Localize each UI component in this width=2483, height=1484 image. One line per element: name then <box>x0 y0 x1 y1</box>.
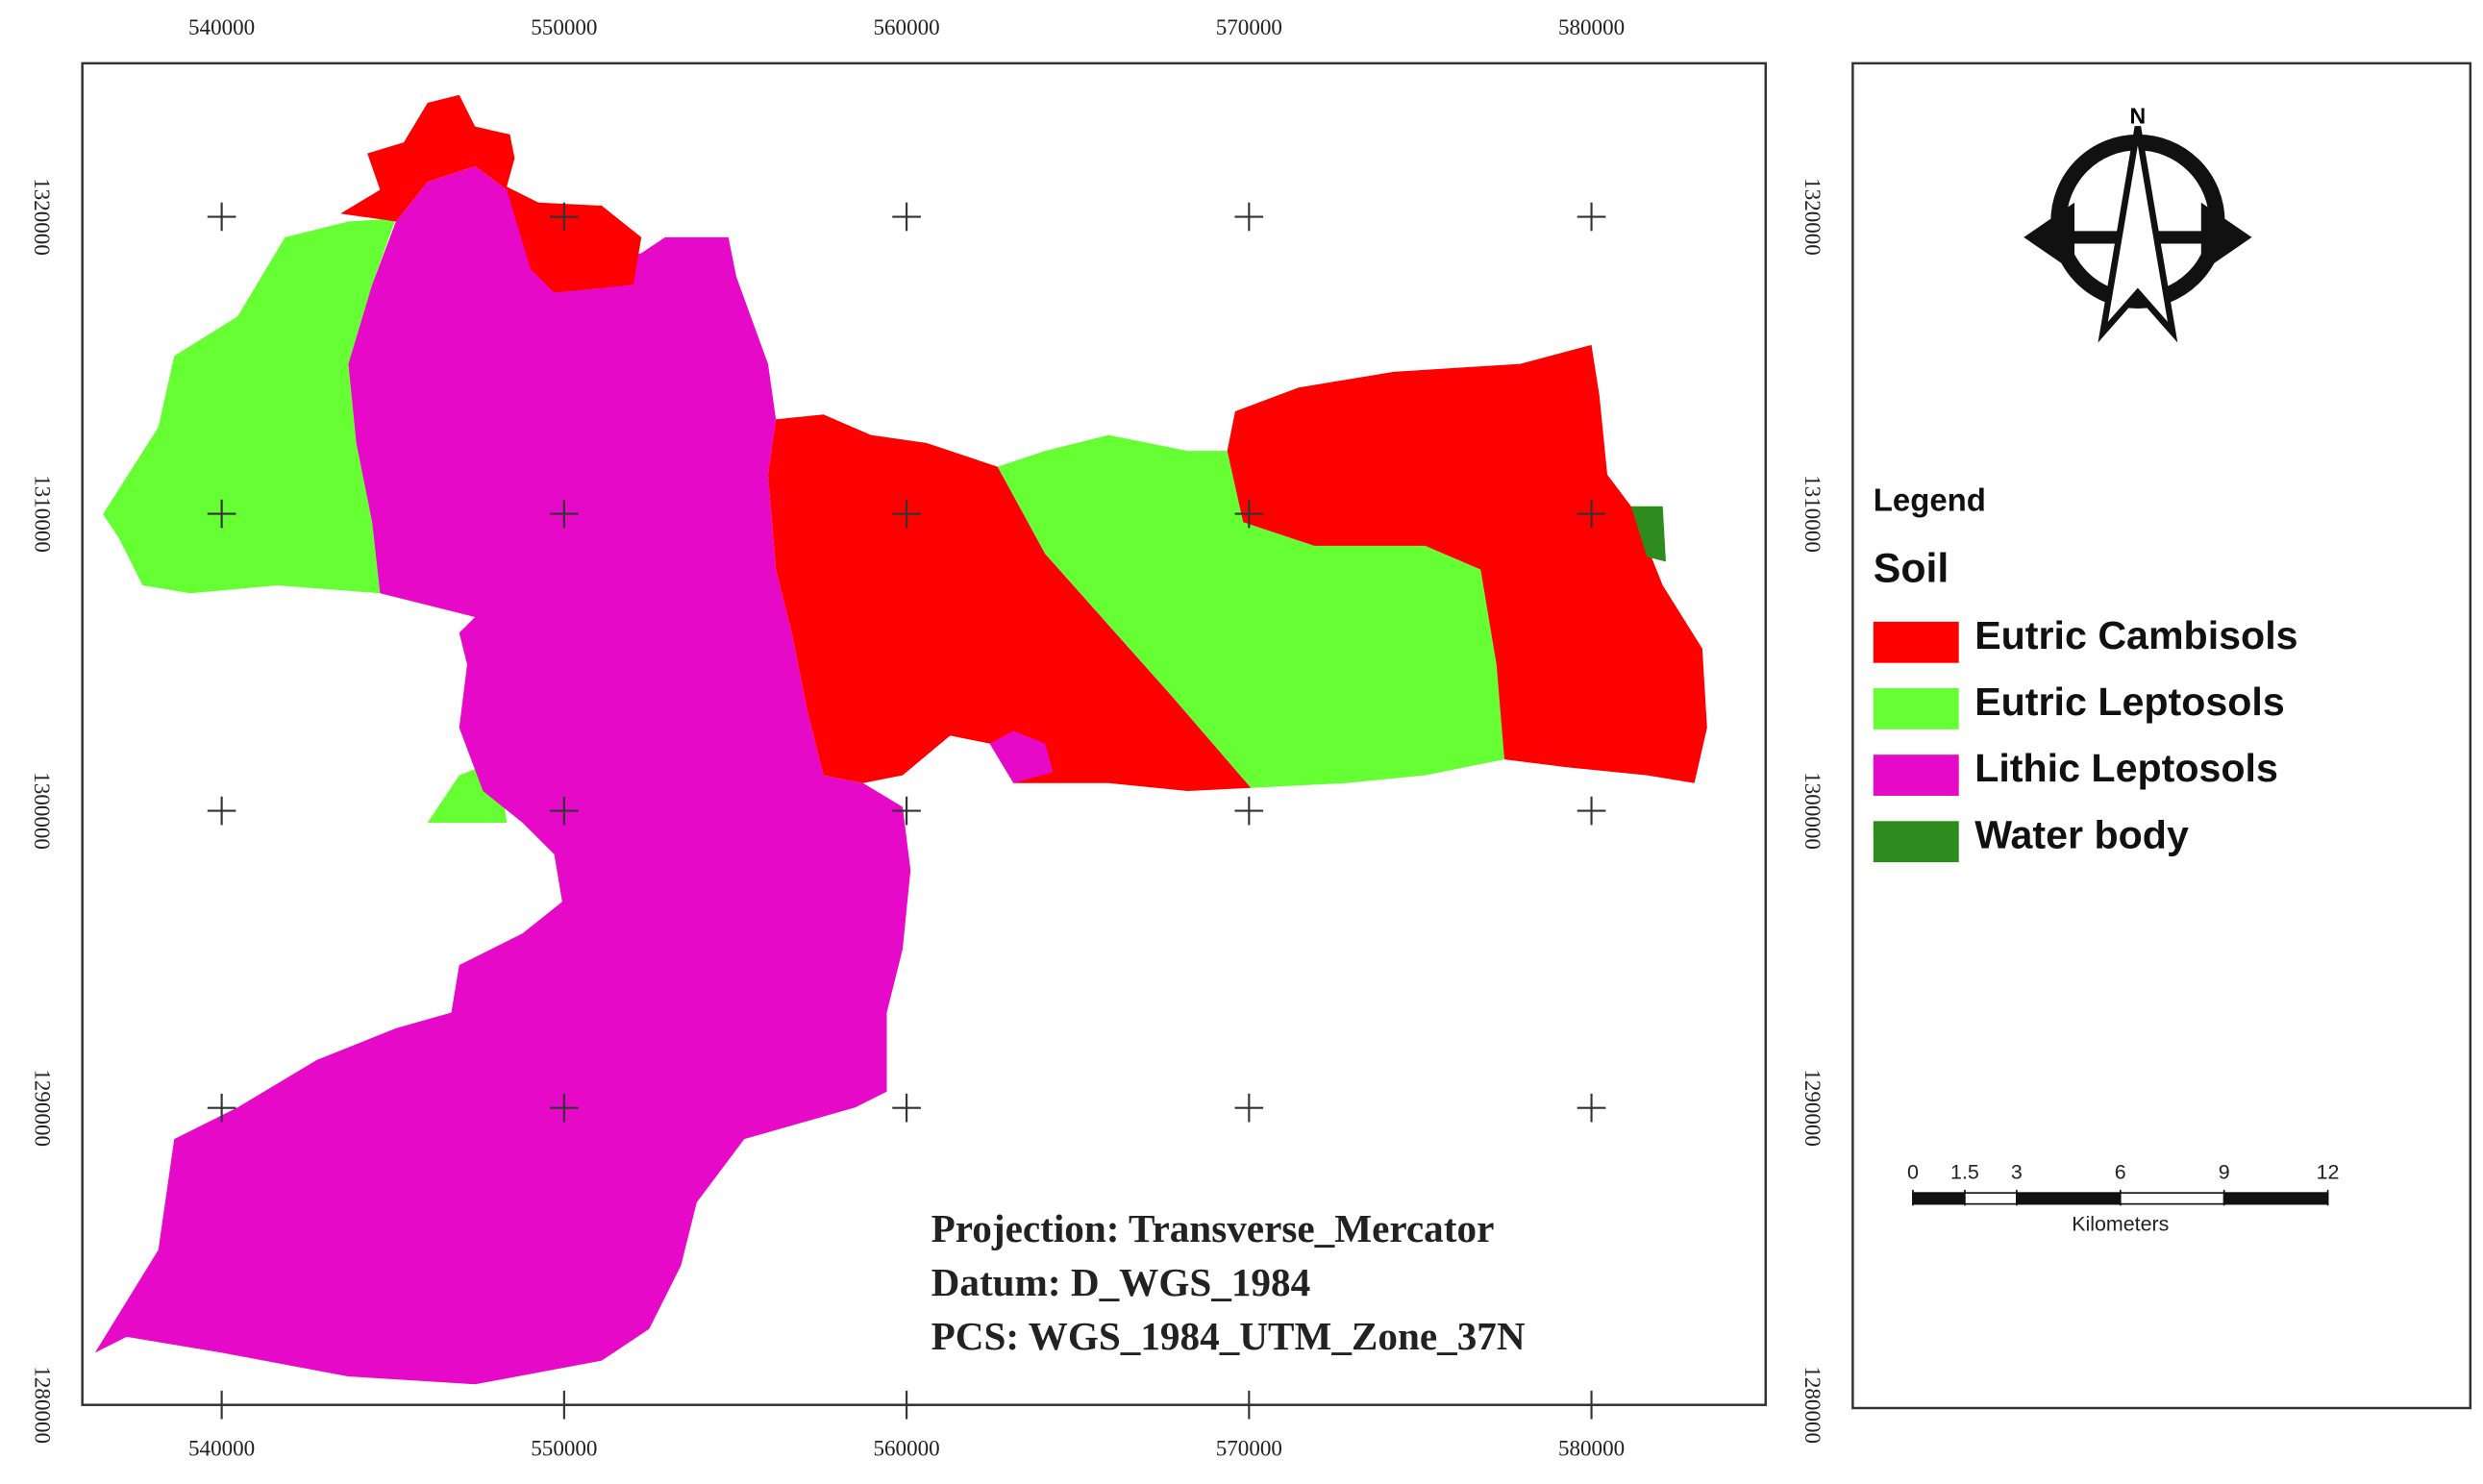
y-coord-label: 1290000 <box>1800 1069 1825 1147</box>
y-coord-label: 1310000 <box>30 475 55 553</box>
scale-segment <box>1964 1192 2018 1205</box>
scale-label: 0 <box>1907 1160 1919 1183</box>
soil-area <box>989 730 1054 783</box>
legend-swatch <box>1873 754 1959 796</box>
scale-label: 1.5 <box>1950 1160 1979 1183</box>
soil-map <box>94 94 1707 1385</box>
legend-label: Eutric Cambisols <box>1974 613 2297 657</box>
scale-segment <box>2119 1192 2225 1205</box>
scale-segment <box>1912 1192 1966 1205</box>
y-coord-label: 1280000 <box>30 1366 55 1444</box>
y-coord-label: 1320000 <box>30 178 55 256</box>
y-coord-label: 1290000 <box>30 1069 55 1147</box>
legend-swatch <box>1873 821 1959 863</box>
x-coord-label: 540000 <box>188 1435 255 1460</box>
y-coord-label: 1280000 <box>1800 1366 1825 1444</box>
x-coord-label: 570000 <box>1216 14 1282 39</box>
legend-subtitle: Soil <box>1874 546 1949 592</box>
soil-area <box>1630 506 1666 562</box>
soil-area <box>340 94 642 293</box>
scale-label: 6 <box>2115 1160 2126 1183</box>
soil-area <box>103 218 396 594</box>
y-coord-label: 1300000 <box>1800 772 1825 850</box>
legend-label: Eutric Leptosols <box>1974 680 2285 724</box>
projection-text: PCS: WGS_1984_UTM_Zone_37N <box>931 1314 1526 1358</box>
scale-label: 3 <box>2011 1160 2023 1183</box>
x-coord-label: 580000 <box>1558 14 1625 39</box>
scale-segment <box>2222 1192 2329 1205</box>
projection-text: Projection: Transverse_Mercator <box>931 1206 1495 1250</box>
x-coord-label: 560000 <box>874 14 940 39</box>
x-coord-label: 540000 <box>188 14 255 39</box>
legend-swatch <box>1873 621 1959 663</box>
x-coord-label: 570000 <box>1216 1435 1282 1460</box>
legend-label: Lithic Leptosols <box>1974 746 2278 790</box>
legend-swatch <box>1873 688 1959 730</box>
legend-title: Legend <box>1874 482 1986 518</box>
soil-area <box>94 165 911 1385</box>
soil-area <box>767 414 1252 792</box>
x-coord-label: 560000 <box>874 1435 940 1460</box>
x-coord-label: 580000 <box>1558 1435 1625 1460</box>
legend-label: Water body <box>1974 812 2189 856</box>
scale-label: 12 <box>2317 1160 2340 1183</box>
x-coord-label: 550000 <box>531 1435 597 1460</box>
scale-unit: Kilometers <box>2072 1213 2169 1236</box>
projection-text: Datum: D_WGS_1984 <box>931 1260 1311 1304</box>
soil-area <box>1227 344 1707 783</box>
scale-segment <box>2016 1192 2122 1205</box>
svg-text:N: N <box>2130 103 2147 128</box>
north-arrow: N <box>2024 103 2252 343</box>
x-coord-label: 550000 <box>531 14 597 39</box>
y-coord-label: 1310000 <box>1800 475 1825 553</box>
y-coord-label: 1320000 <box>1800 178 1825 256</box>
y-coord-label: 1300000 <box>30 772 55 850</box>
scale-label: 9 <box>2219 1160 2230 1183</box>
soil-area <box>997 434 1504 788</box>
